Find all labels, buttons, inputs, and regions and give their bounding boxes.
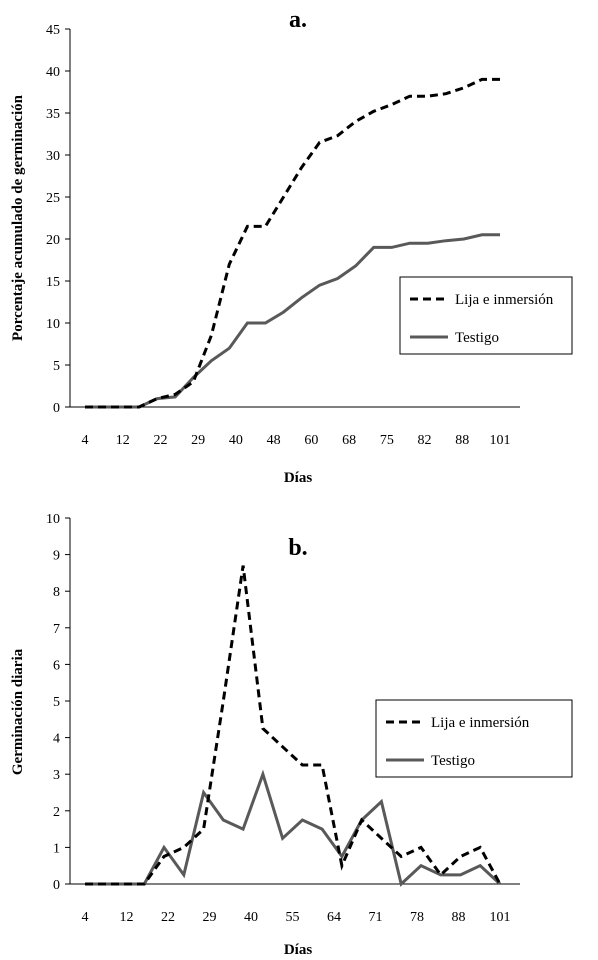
x-tick-label: 68 [342, 433, 356, 448]
panel-title: b. [288, 535, 307, 561]
x-tick-label: 82 [418, 433, 432, 448]
x-tick-label: 22 [161, 910, 175, 925]
y-tick-label: 9 [53, 549, 60, 564]
x-tick-label: 4 [82, 910, 89, 925]
x-tick-label: 88 [455, 433, 469, 448]
y-tick-label: 40 [46, 65, 60, 80]
y-axis-title: Porcentaje acumulado de germinación [10, 94, 26, 341]
x-tick-label: 60 [304, 433, 318, 448]
y-tick-label: 1 [53, 841, 60, 856]
y-tick-label: 3 [53, 768, 60, 783]
y-tick-label: 0 [53, 878, 60, 893]
x-tick-label: 78 [410, 910, 424, 925]
series-line-lija-e-inmersion [85, 565, 502, 886]
y-tick-label: 30 [46, 149, 60, 164]
y-tick-label: 20 [46, 233, 60, 248]
x-tick-label: 29 [203, 910, 217, 925]
y-tick-label: 7 [53, 622, 60, 637]
x-tick-label: 101 [490, 910, 511, 925]
x-axis-title: Días [284, 942, 313, 958]
legend: Lija e inmersión Testigo [399, 276, 573, 355]
y-tick-label: 10 [46, 512, 60, 527]
series-line-lija-e-inmersion [85, 77, 500, 409]
y-tick-label: 6 [53, 658, 60, 673]
y-tick-label: 8 [53, 585, 60, 600]
y-axis-title: Germinación diaria [10, 648, 26, 775]
y-tick-label: 35 [46, 107, 60, 122]
y-tick-label: 5 [53, 695, 60, 710]
legend-label: Lija e inmersión [431, 715, 530, 731]
x-tick-label: 29 [191, 433, 205, 448]
y-tick-label: 45 [46, 23, 60, 38]
x-tick-label: 101 [490, 433, 511, 448]
y-tick-label: 2 [53, 805, 60, 820]
series-line-testigo [85, 769, 502, 887]
legend-label: Testigo [431, 753, 475, 769]
x-tick-label: 12 [120, 910, 134, 925]
x-axis-title: Días [284, 470, 313, 486]
x-tick-label: 88 [452, 910, 466, 925]
y-tick-label: 25 [46, 191, 60, 206]
x-tick-label: 40 [244, 910, 258, 925]
legend-box [375, 699, 573, 778]
y-tick-label: 5 [53, 359, 60, 374]
legend-label: Lija e inmersión [455, 292, 554, 308]
x-tick-label: 12 [116, 433, 130, 448]
legend-label: Testigo [455, 330, 499, 346]
y-tick-label: 4 [53, 732, 60, 747]
legend: Lija e inmersión Testigo [375, 699, 573, 778]
x-tick-label: 64 [327, 910, 341, 925]
y-tick-label: 15 [46, 275, 60, 290]
y-tick-label: 0 [53, 401, 60, 416]
x-tick-label: 75 [380, 433, 394, 448]
x-tick-label: 22 [153, 433, 167, 448]
y-tick-label: 10 [46, 317, 60, 332]
x-tick-label: 40 [229, 433, 243, 448]
panel-title: a. [289, 7, 307, 33]
x-tick-label: 71 [369, 910, 383, 925]
panel-a: a. 0 5 10 15 20 25 30 35 40 45 4 12 22 29 40 48 60 68 75 82 8… [10, 7, 573, 486]
x-tick-label: 4 [82, 433, 89, 448]
x-tick-label: 55 [286, 910, 300, 925]
x-tick-label: 48 [267, 433, 281, 448]
legend-box [399, 276, 573, 355]
